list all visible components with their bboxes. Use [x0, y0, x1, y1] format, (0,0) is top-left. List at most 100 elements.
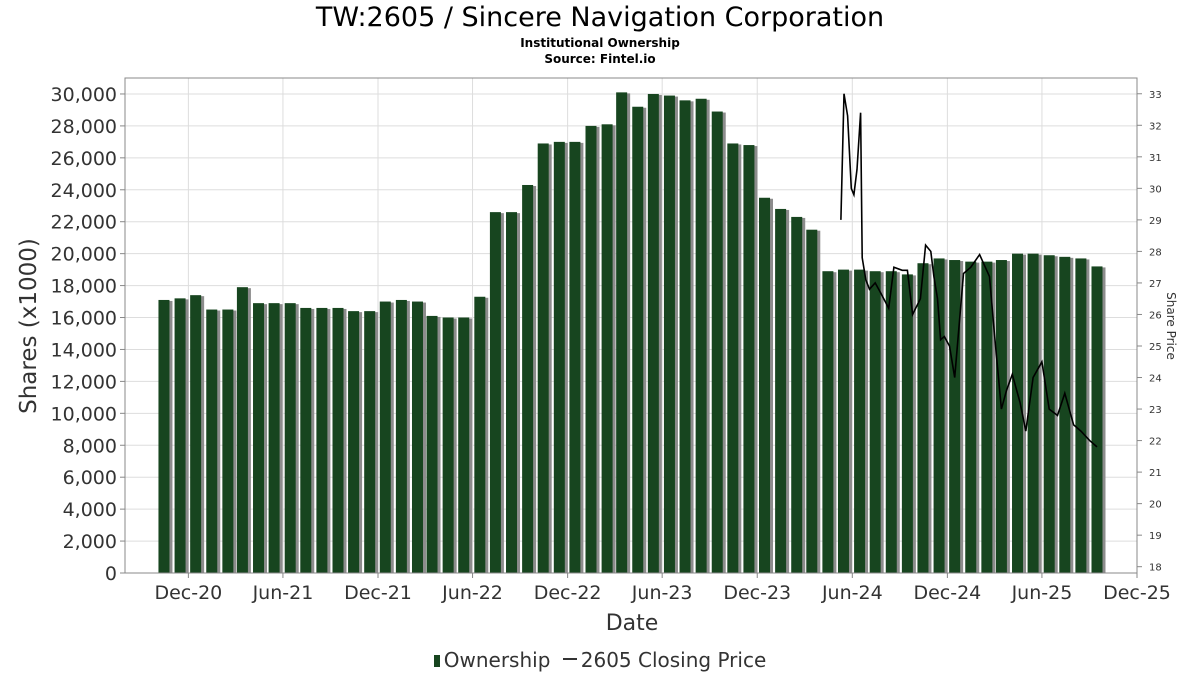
ownership-bar: [253, 303, 265, 573]
x-tick-label: Dec-24: [913, 582, 981, 604]
ownership-bar: [791, 216, 803, 573]
ownership-bar: [663, 95, 675, 573]
legend-line-swatch: [562, 658, 577, 660]
ownership-bar: [616, 92, 628, 573]
y2-tick-label: 21: [1149, 468, 1162, 479]
ownership-bar: [933, 258, 945, 573]
ownership-bar: [489, 212, 501, 573]
chart-subtitle: Institutional Ownership: [520, 36, 680, 50]
ownership-bar: [806, 229, 818, 573]
ownership-bar: [885, 271, 897, 573]
y2-tick-label: 27: [1149, 279, 1162, 290]
y-tick-label: 30,000: [51, 84, 117, 106]
ownership-bar: [348, 311, 360, 573]
x-tick-label: Jun-24: [821, 582, 883, 604]
ownership-bar: [236, 287, 248, 573]
y-tick-label: 10,000: [51, 403, 117, 425]
ownership-bar: [917, 263, 929, 573]
ownership-bar: [743, 145, 755, 573]
ownership-bar: [474, 296, 486, 573]
y-tick-label: 8,000: [63, 435, 117, 457]
axes-layer: 0 2,000 4,000 6,000 8,000 10,000 12,000 14,000 1…: [51, 84, 1171, 604]
y-tick-label: 12,000: [51, 371, 117, 393]
ownership-bar: [695, 98, 707, 574]
chart-source: Source: Fintel.io: [544, 52, 656, 66]
chart-title: TW:2605 / Sincere Navigation Corporation: [315, 2, 885, 33]
ownership-bar: [190, 295, 202, 573]
price-layer: [840, 93, 1098, 448]
y2-tick-label: 24: [1149, 374, 1162, 385]
y2-tick-label: 32: [1149, 121, 1162, 132]
y-tick-label: 2,000: [63, 531, 117, 553]
x-tick-label: Jun-25: [1011, 582, 1073, 604]
y2-tick-label: 29: [1149, 216, 1162, 227]
legend-item-ownership: Ownership: [433, 648, 550, 672]
ownership-bar: [981, 261, 993, 573]
y2-tick-label: 33: [1149, 90, 1162, 101]
y2-tick-label: 26: [1149, 310, 1162, 321]
y-tick-label: 24,000: [51, 180, 117, 202]
ownership-bar: [569, 141, 581, 573]
ownership-bar: [300, 307, 312, 573]
ownership-bar: [174, 298, 186, 573]
ownership-bar: [379, 301, 391, 573]
ownership-bar: [995, 260, 1007, 573]
ownership-bar: [553, 141, 565, 573]
y-tick-label: 20,000: [51, 244, 117, 266]
y-tick-label: 0: [105, 563, 117, 585]
ownership-bar: [316, 307, 328, 573]
ownership-bar: [364, 311, 376, 573]
y2-tick-label: 18: [1149, 563, 1162, 574]
ownership-bar: [426, 315, 438, 573]
ownership-bar: [158, 299, 170, 573]
x-tick-label: Dec-20: [154, 582, 222, 604]
ownership-bar: [332, 307, 344, 573]
ownership-bar: [206, 309, 218, 573]
ownership-bar: [1059, 256, 1071, 573]
x-tick-label: Jun-23: [631, 582, 693, 604]
y2-tick-label: 20: [1149, 500, 1162, 511]
ownership-bar: [727, 143, 739, 573]
ownership-bar: [1043, 255, 1055, 573]
ownership-bar: [869, 271, 881, 573]
y-tick-label: 22,000: [51, 212, 117, 234]
y2-tick-label: 31: [1149, 153, 1162, 164]
price-line: [840, 93, 1098, 448]
ownership-bar: [601, 124, 613, 573]
plot-frame: [124, 77, 1138, 574]
y2-tick-label: 23: [1149, 405, 1162, 416]
y-tick-label: 26,000: [51, 148, 117, 170]
y-axis-label: Shares (x1000): [16, 238, 42, 414]
ownership-bar: [395, 299, 407, 573]
x-tick-label: Jun-21: [252, 582, 314, 604]
bars-layer: [158, 92, 1106, 574]
ownership-bar: [458, 317, 470, 573]
y2-tick-label: 28: [1149, 247, 1162, 258]
ownership-bar: [775, 208, 787, 573]
y-tick-label: 18,000: [51, 276, 117, 298]
ownership-bar: [585, 125, 597, 573]
ownership-bar: [837, 269, 849, 573]
y2-tick-label: 25: [1149, 342, 1162, 353]
y2-tick-label: 30: [1149, 184, 1162, 195]
x-tick-label: Dec-22: [534, 582, 602, 604]
legend: Ownership 2605 Closing Price: [0, 648, 1200, 672]
y2-tick-label: 19: [1149, 531, 1162, 542]
ownership-bar: [411, 301, 423, 573]
ownership-bar: [522, 184, 534, 573]
y-tick-label: 4,000: [63, 499, 117, 521]
ownership-bar: [284, 303, 296, 573]
ownership-bar: [965, 261, 977, 573]
ownership-bar: [222, 309, 234, 573]
y-tick-label: 28,000: [51, 116, 117, 138]
ownership-bar: [1027, 253, 1039, 574]
ownership-bar: [1075, 258, 1087, 573]
ownership-bar: [1012, 253, 1024, 574]
y2-axis-label: Share Price: [1164, 292, 1178, 360]
ownership-bar: [442, 317, 454, 573]
ownership-bar: [268, 303, 280, 573]
ownership-bar: [949, 260, 961, 573]
ownership-bar: [854, 269, 866, 573]
ownership-bar: [679, 100, 691, 574]
